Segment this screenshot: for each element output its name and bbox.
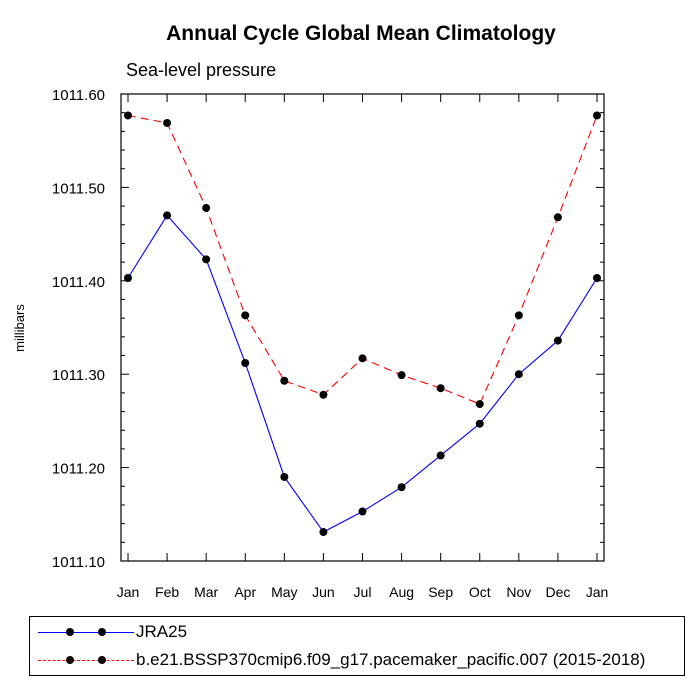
y-tick-label: 1011.30 <box>52 367 105 384</box>
legend-label: JRA25 <box>136 622 188 641</box>
legend-line-solid <box>38 632 134 633</box>
plot-frame <box>120 93 605 562</box>
series-point-0 <box>280 472 289 481</box>
x-tick-label: Apr <box>234 584 256 600</box>
y-tick-label: 1011.60 <box>52 87 105 104</box>
y-tick-label: 1011.40 <box>52 274 105 291</box>
x-tick-label: Sep <box>428 584 453 600</box>
x-tick-label: Jul <box>354 584 372 600</box>
series-point-1 <box>241 311 250 320</box>
series-point-0 <box>397 483 406 492</box>
y-tick-label: 1011.50 <box>52 180 105 197</box>
series-point-1 <box>553 213 562 222</box>
legend-label: b.e21.BSSP370cmip6.f09_g17.pacemaker_pac… <box>136 650 646 669</box>
series-point-1 <box>593 111 601 120</box>
series-point-0 <box>436 451 445 460</box>
series-point-0 <box>358 507 367 516</box>
chart-title: Annual Cycle Global Mean Climatology <box>166 22 556 45</box>
x-tick-label: Mar <box>194 584 218 600</box>
series-point-0 <box>514 370 523 379</box>
series-line-0 <box>127 214 598 533</box>
chart-subtitle: Sea-level pressure <box>126 60 276 80</box>
y-tick-label: 1011.20 <box>52 461 105 478</box>
x-tick-label: Jun <box>312 584 335 600</box>
legend-item-model: b.e21.BSSP370cmip6.f09_g17.pacemaker_pac… <box>30 648 684 674</box>
series-point-0 <box>553 336 562 345</box>
series-point-1 <box>163 118 172 127</box>
plot-area: 1011.10 1011.20 1011.30 1011.40 1011.50 1011.… <box>52 87 608 600</box>
series-point-1 <box>280 376 289 385</box>
legend-marker <box>66 628 74 636</box>
y-tick-label: 1011.10 <box>52 554 105 571</box>
series-point-0 <box>593 273 601 282</box>
series-point-1 <box>319 390 328 399</box>
series-point-0 <box>202 255 211 264</box>
x-tick-label: Aug <box>389 584 414 600</box>
legend-item-jra25: JRA25 <box>30 620 684 646</box>
legend-marker <box>66 656 74 664</box>
y-axis-label: millibars <box>12 304 27 352</box>
series-point-0 <box>124 273 132 282</box>
legend: JRA25 b.e21.BSSP370cmip6.f09_g17.pacemak… <box>29 616 685 676</box>
x-tick-label: Jan <box>117 584 140 600</box>
legend-marker <box>98 656 106 664</box>
x-tick-label: Dec <box>545 584 570 600</box>
x-tick-label: May <box>271 584 297 600</box>
series-point-1 <box>358 354 367 363</box>
series-point-0 <box>163 211 172 220</box>
series-point-1 <box>202 203 211 212</box>
series-point-0 <box>319 528 328 537</box>
series-point-0 <box>241 358 250 367</box>
legend-marker <box>98 628 106 636</box>
series-point-1 <box>436 384 445 393</box>
series-point-1 <box>514 311 523 320</box>
x-tick-label: Feb <box>155 584 179 600</box>
series-point-1 <box>475 400 484 409</box>
legend-line-dashed <box>38 660 134 661</box>
series-point-1 <box>397 371 406 380</box>
series-point-1 <box>124 111 132 120</box>
series-point-0 <box>475 419 484 428</box>
x-tick-label: Nov <box>506 584 531 600</box>
x-tick-label: Oct <box>469 584 491 600</box>
x-tick-label: Jan <box>586 584 609 600</box>
